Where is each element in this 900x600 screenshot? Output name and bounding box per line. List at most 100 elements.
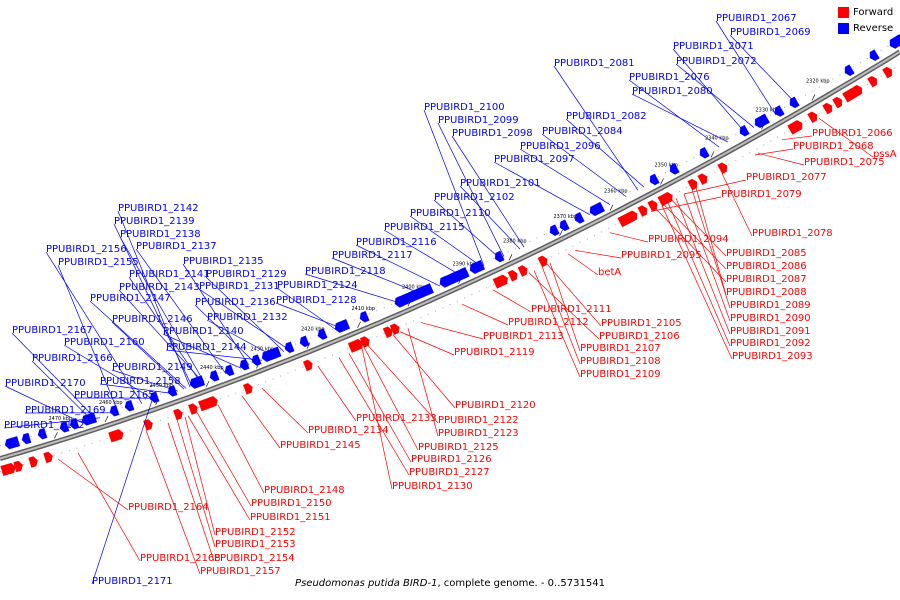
kbp-tick xyxy=(306,342,311,349)
reverse-label: PPUBIRD1_2136 xyxy=(195,297,276,308)
forward-swatch xyxy=(838,6,849,18)
reverse-label: PPUBIRD1_2080 xyxy=(632,86,713,97)
forward-label-leader xyxy=(196,412,252,507)
forward-label-leader xyxy=(721,173,753,237)
forward-label-leader xyxy=(683,179,747,195)
forward-gene xyxy=(208,396,218,408)
forward-label-leader xyxy=(57,458,129,511)
reverse-gene xyxy=(549,224,560,236)
reverse-label-leader xyxy=(409,215,483,268)
reverse-gene xyxy=(754,113,770,129)
forward-gene xyxy=(882,66,893,79)
reverse-gene-shape xyxy=(167,385,178,397)
forward-label: pssA xyxy=(873,149,897,160)
forward-gene-shape xyxy=(43,451,53,464)
forward-gene-shape xyxy=(108,429,124,443)
forward-gene xyxy=(13,460,23,473)
reverse-gene xyxy=(334,319,351,333)
reverse-gene-shape xyxy=(224,364,235,376)
forward-gene-shape xyxy=(687,178,698,191)
reverse-gene-shape xyxy=(359,310,370,323)
forward-label: PPUBIRD1_2095 xyxy=(621,250,702,261)
forward-gene xyxy=(507,269,518,282)
forward-gene xyxy=(717,162,728,175)
reverse-gene-long xyxy=(439,267,468,288)
kbp-tick-label: 2330 kbp xyxy=(756,107,780,113)
forward-gene xyxy=(697,173,708,185)
legend-reverse: Reverse xyxy=(838,20,898,36)
forward-label: PPUBIRD1_2108 xyxy=(580,356,661,367)
forward-gene xyxy=(382,326,393,339)
reverse-label: PPUBIRD1_2140 xyxy=(163,326,244,337)
forward-gene xyxy=(627,210,638,223)
legend-reverse-label: Reverse xyxy=(853,22,894,34)
reverse-gene-shape xyxy=(699,146,710,159)
forward-gene-shape xyxy=(807,111,818,124)
reverse-label: PPUBIRD1_2116 xyxy=(356,237,437,248)
forward-label: PPUBIRD1_2168 xyxy=(140,553,221,564)
reverse-gene-shape xyxy=(239,358,250,371)
reverse-gene-shape xyxy=(494,250,505,263)
reverse-gene xyxy=(789,96,800,109)
forward-gene-shape xyxy=(647,200,658,212)
kbp-tick xyxy=(811,94,816,101)
reverse-label-leader xyxy=(493,161,591,216)
reverse-label-leader xyxy=(541,133,627,197)
labels-layer: PPUBIRD1_2067 PPUBIRD1_2069 PPUBIRD1_2071 P… xyxy=(4,13,897,587)
kbp-tick-label: 2410 kbp xyxy=(352,306,376,312)
forward-gene-shape xyxy=(852,84,863,97)
forward-gene xyxy=(108,429,124,443)
forward-gene-shape xyxy=(882,66,893,79)
forward-label-leader xyxy=(541,266,581,365)
reverse-label-leader xyxy=(45,251,143,404)
forward-label-leader xyxy=(361,347,393,490)
forward-label: PPUBIRD1_2111 xyxy=(531,304,612,315)
reverse-gene-long xyxy=(394,283,434,308)
forward-gene-shape xyxy=(832,96,843,109)
kbp-tick xyxy=(508,254,513,261)
reverse-gene-shape xyxy=(21,432,32,445)
forward-gene-shape xyxy=(188,403,198,415)
forward-label-leader xyxy=(407,328,439,437)
reverse-label: PPUBIRD1_2069 xyxy=(730,27,811,38)
reverse-label: PPUBIRD1_2124 xyxy=(277,280,358,291)
forward-label: PPUBIRD1_2148 xyxy=(264,485,345,496)
reverse-gene-shape xyxy=(549,224,560,236)
reverse-label: PPUBIRD1_2084 xyxy=(542,126,623,137)
legend-forward: Forward xyxy=(838,4,898,20)
reverse-label: PPUBIRD1_2076 xyxy=(629,72,710,83)
forward-gene xyxy=(852,84,863,97)
forward-label: PPUBIRD1_2079 xyxy=(721,189,802,200)
forward-label: PPUBIRD1_2152 xyxy=(215,527,296,538)
reverse-label-leader xyxy=(118,289,204,383)
reverse-gene-shape xyxy=(844,64,855,76)
reverse-label: PPUBIRD1_2118 xyxy=(305,266,386,277)
forward-gene-shape xyxy=(657,192,673,207)
forward-label-leader xyxy=(145,430,201,575)
reverse-gene-shape xyxy=(271,346,282,359)
forward-label-leader xyxy=(671,200,727,257)
forward-label: PPUBIRD1_2151 xyxy=(250,512,331,523)
reverse-label: PPUBIRD1_2097 xyxy=(494,154,575,165)
reverse-label: PPUBIRD1_2169 xyxy=(25,405,106,416)
reverse-label: PPUBIRD1_2131 xyxy=(199,281,280,292)
forward-label-leader xyxy=(549,262,581,352)
forward-label-leader xyxy=(399,331,455,356)
reverse-label-leader xyxy=(135,248,227,375)
reverse-label: PPUBIRD1_2100 xyxy=(424,102,505,113)
reverse-gene-long-shape xyxy=(439,267,468,288)
reverse-label: PPUBIRD1_2115 xyxy=(384,222,465,233)
forward-label: PPUBIRD1_2092 xyxy=(730,338,811,349)
forward-gene xyxy=(302,359,313,372)
reverse-gene xyxy=(559,219,570,232)
inner-dot-track xyxy=(0,64,900,473)
reverse-label: PPUBIRD1_2081 xyxy=(554,58,635,69)
reverse-label: PPUBIRD1_2144 xyxy=(166,342,247,353)
forward-label-leader xyxy=(683,193,731,322)
reverse-label-leader xyxy=(63,344,155,400)
forward-gene xyxy=(492,274,508,289)
forward-label: PPUBIRD1_2153 xyxy=(215,539,296,550)
legend-forward-label: Forward xyxy=(853,6,894,18)
